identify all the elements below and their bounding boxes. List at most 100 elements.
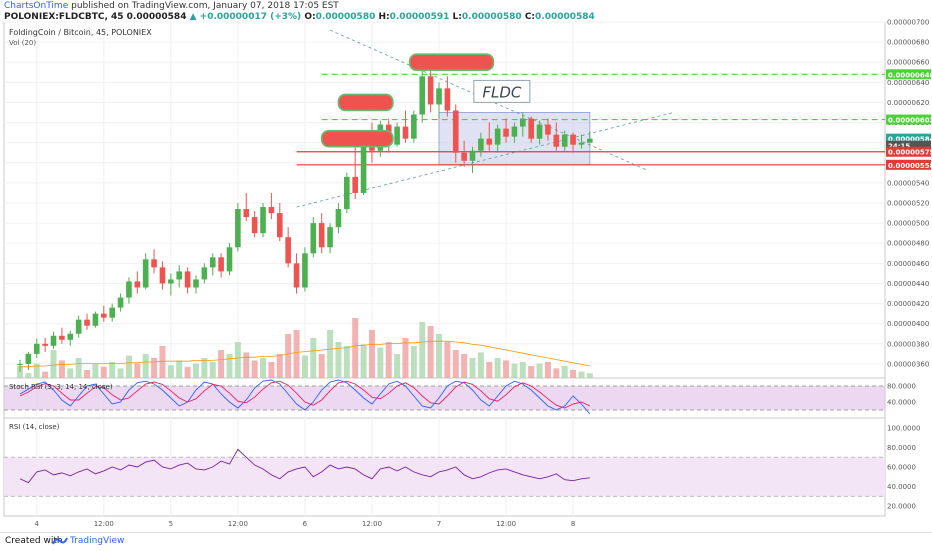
tradingview-logo-icon[interactable] — [52, 535, 68, 547]
rsi-tick-label: 40.0000 — [887, 483, 916, 491]
volume-ma-line — [20, 340, 590, 368]
candle-body — [520, 118, 526, 127]
price-tag-label: 0.00000558 — [888, 162, 932, 170]
volume-bar — [92, 363, 99, 378]
candle-body — [134, 281, 141, 288]
candle-body — [411, 114, 417, 139]
volume-bar — [134, 363, 141, 378]
volume-bar — [385, 342, 392, 378]
candle-body — [151, 259, 157, 268]
volume-bar — [360, 344, 367, 378]
volume-bar — [50, 350, 57, 378]
candle-body — [444, 88, 451, 111]
candle-body — [126, 281, 132, 298]
candle-body — [293, 263, 300, 288]
volume-bar — [436, 334, 442, 378]
candle-body — [561, 134, 568, 147]
published-text: published on TradingView.com, January 07… — [71, 1, 339, 11]
candle-body — [226, 247, 233, 272]
price-tag — [886, 69, 931, 80]
candle-body — [168, 279, 174, 284]
watermark-text: FLDC — [482, 83, 522, 101]
chart-title: FoldingCoin / Bitcoin, 45, POLONIEX — [9, 28, 152, 37]
volume-bar — [192, 363, 199, 378]
volume-bar — [17, 366, 23, 378]
volume-bar — [151, 358, 158, 378]
volume-bar — [285, 334, 292, 378]
volume-bar — [33, 363, 40, 378]
volume-bar — [58, 360, 65, 378]
volume-bar — [310, 338, 317, 378]
y-tick-label: 0.00000540 — [887, 179, 929, 187]
author-link[interactable]: ChartsOnTime — [4, 1, 69, 11]
candle-body — [285, 237, 291, 264]
volume-bar — [276, 354, 283, 378]
plot-frame — [3, 21, 886, 517]
volume-bar — [570, 370, 577, 378]
volume-bar — [368, 330, 375, 378]
candle-body — [419, 76, 426, 115]
rsi-tick-label: 80.0000 — [887, 444, 916, 452]
stoch-tick-label: 40.0000 — [887, 399, 916, 407]
candle-body — [25, 353, 32, 364]
candle-body — [427, 76, 434, 105]
volume-bar — [67, 368, 74, 378]
volume-bar — [318, 354, 325, 378]
candle-body — [59, 335, 65, 340]
price-tag — [886, 133, 931, 144]
candle-body — [84, 319, 90, 326]
open-value: 0.00000580 — [315, 12, 376, 22]
volume-bar — [511, 363, 518, 378]
high-label: H: — [378, 12, 390, 22]
x-tick-label: 4 — [35, 520, 40, 528]
volume-bar — [234, 342, 241, 378]
y-tick-label: 0.00000480 — [887, 240, 929, 248]
volume-bar — [25, 373, 32, 378]
candle-body — [587, 138, 593, 143]
candle-body — [201, 267, 208, 280]
candle-body — [452, 110, 459, 153]
volume-bar — [377, 347, 384, 378]
candle-body — [402, 126, 409, 139]
volume-bar — [477, 352, 484, 378]
low-label: L: — [452, 12, 462, 22]
volume-bar — [159, 346, 166, 378]
x-tick-label: 8 — [571, 520, 575, 528]
rsi-tick-label: 100.0000 — [887, 424, 920, 432]
tradingview-brand[interactable]: TradingView — [70, 536, 125, 546]
volume-bar — [84, 370, 91, 378]
low-value: 0.00000580 — [461, 12, 522, 22]
y-tick-label: 0.00000420 — [887, 300, 929, 308]
volume-bar — [528, 366, 535, 378]
volume-bar — [268, 362, 275, 378]
candle-body — [318, 223, 325, 248]
price-tag — [886, 114, 931, 125]
candle-body — [176, 271, 183, 280]
volume-bar — [553, 368, 560, 378]
y-tick-label: 0.00000680 — [887, 39, 929, 47]
price-tag — [886, 140, 931, 151]
volume-bar — [561, 366, 568, 378]
candle-body — [494, 128, 501, 145]
y-tick-label: 0.00000460 — [887, 260, 929, 268]
x-tick-label: 12:00 — [362, 520, 382, 528]
candle-body — [218, 257, 224, 272]
y-tick-label: 0.00000360 — [887, 360, 929, 368]
candle-body — [101, 313, 107, 318]
volume-bar — [301, 355, 308, 378]
volume-bar — [176, 360, 183, 378]
last-price: 0.00000584 — [126, 12, 187, 22]
volume-bar — [586, 373, 593, 378]
candle-body — [243, 209, 250, 218]
created-with-text: Created with — [5, 536, 63, 546]
stoch-d-line — [19, 380, 591, 409]
close-label: C: — [524, 12, 536, 22]
x-tick-label: 6 — [303, 520, 308, 528]
x-tick-label: 12:00 — [496, 520, 516, 528]
publish-header: ChartsOnTime published on TradingView.co… — [0, 0, 932, 22]
volume-bar — [419, 322, 426, 378]
volume-bar — [201, 358, 208, 378]
candle-body — [344, 176, 350, 210]
rsi-label: RSI (14, close) — [9, 423, 60, 431]
